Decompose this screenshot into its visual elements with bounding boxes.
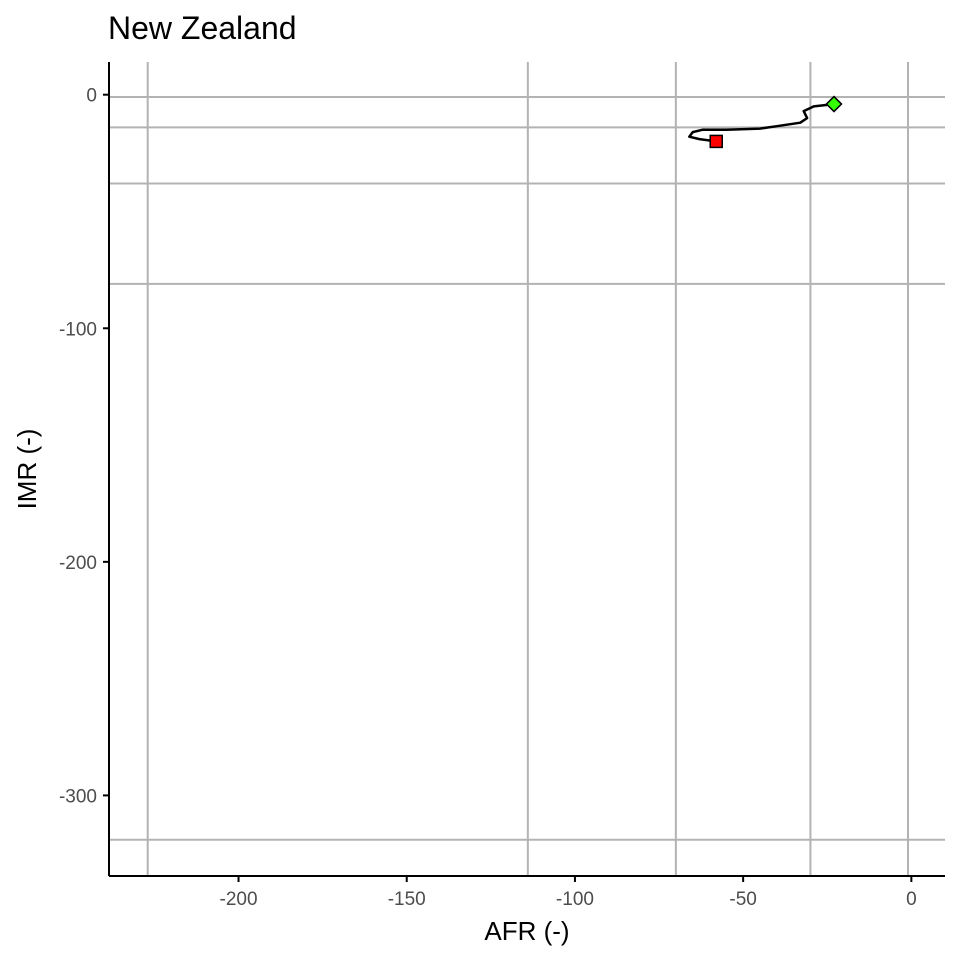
y-axis-ticks: 0 -100 -200 -300 bbox=[59, 86, 109, 807]
chart-title: New Zealand bbox=[108, 10, 297, 46]
x-tick-label: -200 bbox=[220, 889, 258, 910]
x-tick-label: -50 bbox=[729, 889, 756, 910]
reference-lines bbox=[109, 62, 945, 876]
series-layer bbox=[688, 102, 835, 143]
axes bbox=[108, 62, 945, 877]
x-tick-label: 0 bbox=[906, 889, 917, 910]
end-marker bbox=[825, 95, 843, 113]
x-tick-label: -150 bbox=[388, 889, 426, 910]
y-tick-label: -100 bbox=[59, 319, 97, 340]
x-axis-ticks: -200 -150 -100 -50 0 bbox=[220, 876, 917, 910]
x-tick-label: -100 bbox=[556, 889, 594, 910]
markers-layer bbox=[709, 95, 843, 149]
trajectory-line bbox=[688, 102, 835, 143]
start-marker bbox=[709, 134, 723, 149]
y-tick-label: -200 bbox=[59, 553, 97, 574]
y-tick-label: -300 bbox=[59, 786, 97, 807]
y-axis-title: IMR (-) bbox=[12, 429, 42, 510]
y-tick-label: 0 bbox=[86, 86, 97, 107]
x-axis-title: AFR (-) bbox=[484, 916, 569, 946]
